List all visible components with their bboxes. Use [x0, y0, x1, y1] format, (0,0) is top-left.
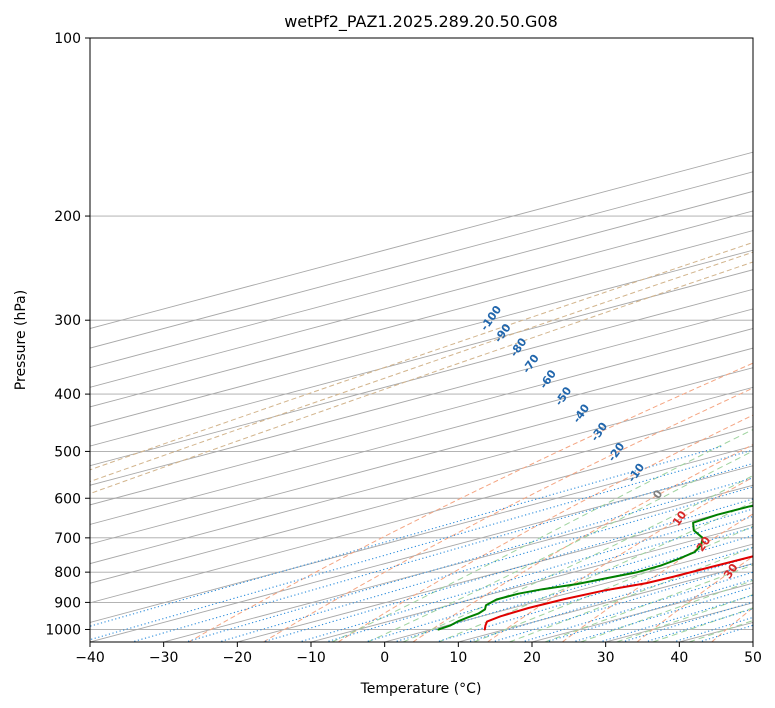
dry-adiabat-line	[412, 443, 753, 642]
x-tick-label: 10	[449, 650, 467, 666]
y-tick-label: 100	[54, 31, 81, 47]
mixing-ratio-line	[597, 594, 753, 642]
x-tick-label: −30	[149, 650, 179, 666]
x-tick-label: 0	[380, 650, 389, 666]
isotherm-line	[90, 249, 753, 427]
isotherm-line	[90, 445, 753, 623]
mixing-ratio-line	[297, 508, 753, 642]
moist-adiabat-line	[367, 450, 753, 642]
isotherm-line	[90, 171, 753, 349]
dry-adiabat-line	[487, 476, 753, 642]
isotherm-line	[90, 308, 753, 486]
mixing-ratio-line	[183, 477, 753, 642]
x-tick-label: 50	[744, 650, 762, 666]
y-tick-label: 700	[54, 531, 81, 547]
isotherm-line	[309, 523, 753, 642]
moist-adiabat-line	[331, 429, 753, 642]
isotherm-line	[235, 504, 753, 642]
x-tick-label: −40	[75, 650, 105, 666]
isotherm-line	[90, 465, 753, 642]
y-tick-label: 1000	[45, 622, 81, 638]
y-tick-label: 500	[54, 444, 81, 460]
isotherm-line	[90, 367, 753, 545]
chart-title: wetPf2_PAZ1.2025.289.20.50.G08	[284, 12, 558, 32]
moist-adiabat-line	[90, 261, 753, 495]
isotherm-line	[90, 406, 753, 584]
isotherm-line	[90, 328, 753, 506]
moist-adiabat-line	[473, 525, 753, 642]
background-lines	[90, 38, 753, 642]
moist-adiabat-line	[90, 241, 753, 471]
x-tick-label: 20	[523, 650, 541, 666]
y-tick-label: 800	[54, 565, 81, 581]
x-tick-label: 30	[597, 650, 615, 666]
isotherm-line	[90, 190, 753, 369]
x-tick-label: −10	[296, 650, 326, 666]
isotherm-line	[90, 386, 753, 565]
mixing-ratio-line	[671, 616, 753, 642]
mixing-ratio-line	[90, 445, 723, 627]
isotherm-line	[90, 269, 753, 447]
dry-adiabat-line	[188, 362, 753, 642]
y-axis-title: Pressure (hPa)	[13, 290, 29, 390]
isotherm-line	[90, 230, 753, 408]
data-series	[437, 504, 753, 631]
mixing-ratio-line	[620, 601, 753, 642]
plot-frame	[89, 37, 754, 643]
x-tick-label: −20	[223, 650, 253, 666]
mixing-ratio-line	[129, 462, 753, 642]
x-axis-title: Temperature (°C)	[360, 681, 482, 697]
isotherm-line	[90, 210, 753, 388]
moist-adiabat-line	[90, 251, 753, 483]
temperature-profile-line	[483, 555, 753, 631]
dry-adiabat-line	[561, 513, 753, 642]
plot-area-background	[90, 38, 753, 642]
y-tick-label: 400	[54, 387, 81, 403]
x-tick-label: 40	[670, 650, 688, 666]
mixing-ratio-line	[260, 498, 753, 642]
isotherm-line	[161, 484, 753, 642]
axes: −40 −30 −20 −10 0 10 20 30 40 50 100 200 300 400 500 60…	[45, 31, 762, 666]
mixing-ratio-line	[643, 608, 753, 642]
dry-adiabat-line	[263, 387, 753, 642]
isotherm-line	[90, 288, 753, 467]
y-tick-label: 200	[54, 209, 81, 225]
y-tick-label: 300	[54, 313, 81, 329]
isotherm-line	[90, 426, 753, 604]
moist-adiabat-line	[580, 579, 753, 642]
mixing-ratio-line	[90, 449, 753, 641]
dewpoint-profile-line	[437, 504, 753, 631]
moist-adiabat-line	[544, 564, 753, 642]
y-tick-label: 600	[54, 491, 81, 507]
mixing-ratio-line	[324, 515, 753, 642]
y-tick-label: 900	[54, 595, 81, 611]
